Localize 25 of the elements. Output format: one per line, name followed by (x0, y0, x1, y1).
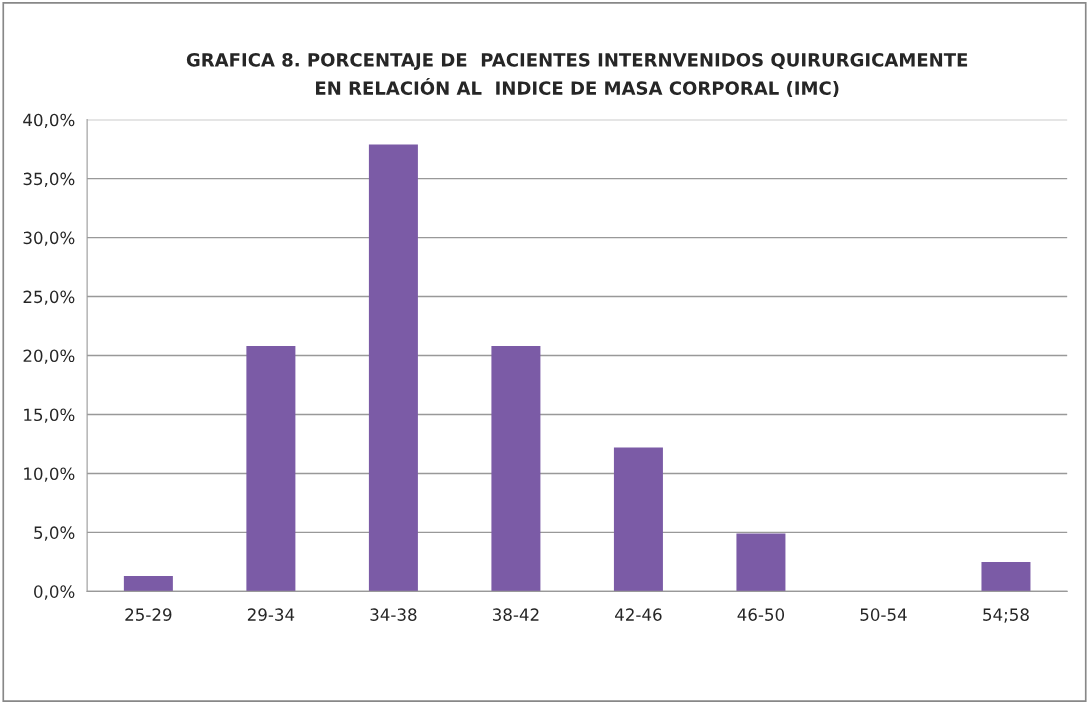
x-tick-label: 42-46 (615, 608, 662, 621)
bar (736, 533, 786, 592)
x-tick-label: 46-50 (737, 608, 785, 621)
y-tick-label: 15,0% (24, 408, 75, 423)
y-tick-label: 35,0% (23, 172, 75, 187)
bar (123, 576, 173, 592)
bar (491, 346, 541, 592)
y-tick-label: 25,0% (23, 290, 75, 305)
x-tick-label: 25-29 (125, 608, 172, 621)
bar (368, 144, 418, 592)
x-tick-label: 54;58 (983, 608, 1029, 623)
y-tick-label: 5,0% (34, 526, 75, 541)
bar (246, 346, 296, 592)
bar (613, 447, 663, 592)
y-tick-label: 10,0% (24, 467, 75, 482)
x-tick-label: 34-38 (370, 608, 417, 621)
bar (981, 561, 1031, 592)
x-tick-label: 29-34 (247, 608, 295, 621)
y-tick-label: 40,0% (23, 113, 75, 128)
x-tick-label: 38-42 (492, 608, 539, 621)
y-tick-label: 0,0% (34, 585, 75, 600)
y-tick-label: 30,0% (23, 231, 75, 246)
y-tick-label: 20,0% (23, 349, 75, 364)
chart-title: GRAFICA 8. PORCENTAJE DE PACIENTES INTERNVENIDOS QUIRURGICAMENTE EN RELACIÓN AL INDICE DE MASA CORPORAL (IMC) (186, 53, 968, 98)
x-tick-label: 50-54 (860, 608, 907, 621)
